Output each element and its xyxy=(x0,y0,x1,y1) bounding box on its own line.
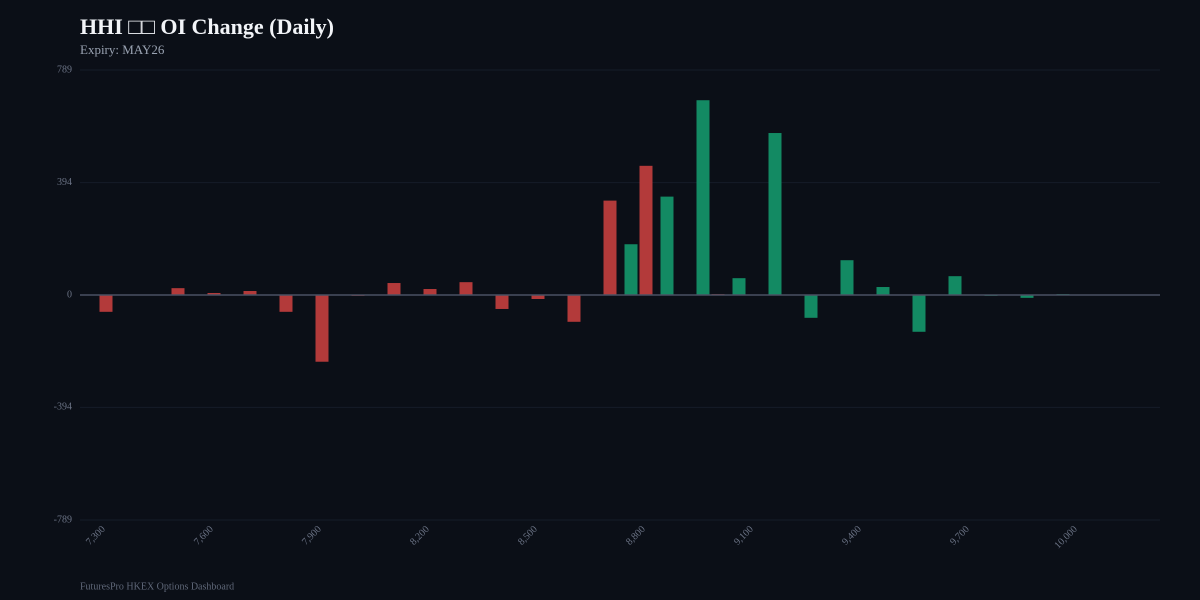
x-tick-label: 9,700 xyxy=(948,524,972,548)
y-tick-label: 789 xyxy=(57,64,72,75)
x-tick-label: 8,500 xyxy=(516,524,540,548)
bar xyxy=(279,295,293,312)
x-tick-label: 9,400 xyxy=(840,524,864,548)
bar xyxy=(207,293,221,295)
y-tick-label: -789 xyxy=(54,514,72,525)
x-tick-label: 10,000 xyxy=(1053,524,1080,551)
chart-title: HHI □□ OI Change (Daily) xyxy=(80,14,334,39)
y-tick-label: -394 xyxy=(54,402,72,413)
bar xyxy=(495,295,509,309)
bar xyxy=(567,295,581,322)
x-tick-label: 8,200 xyxy=(408,524,432,548)
y-tick-label: 394 xyxy=(57,177,72,188)
x-tick-label: 7,600 xyxy=(192,524,216,548)
bar xyxy=(840,260,854,295)
bar xyxy=(171,288,185,295)
y-tick-label: 0 xyxy=(67,289,72,300)
bar xyxy=(768,133,782,295)
x-tick-label: 8,800 xyxy=(624,524,648,548)
chart-subtitle: Expiry: MAY26 xyxy=(80,42,165,57)
bar xyxy=(99,295,113,312)
bar xyxy=(660,196,674,295)
bar xyxy=(1020,295,1034,298)
x-tick-label: 9,100 xyxy=(732,524,756,548)
bar xyxy=(732,278,746,295)
x-tick-label: 7,900 xyxy=(300,524,324,548)
bar xyxy=(603,200,617,295)
bar xyxy=(531,295,545,299)
bar xyxy=(624,244,638,295)
x-tick-label: 7,300 xyxy=(84,524,108,548)
footer: FuturesPro HKEX Options Dashboard xyxy=(80,581,234,592)
bar xyxy=(804,295,818,318)
bar xyxy=(387,283,401,295)
bar xyxy=(948,276,962,295)
bar xyxy=(876,287,890,295)
bar xyxy=(423,289,437,295)
bar xyxy=(696,100,710,295)
bar xyxy=(459,282,473,295)
bar xyxy=(639,165,653,295)
bar xyxy=(912,295,926,332)
bar xyxy=(315,295,329,362)
bar xyxy=(243,291,257,295)
